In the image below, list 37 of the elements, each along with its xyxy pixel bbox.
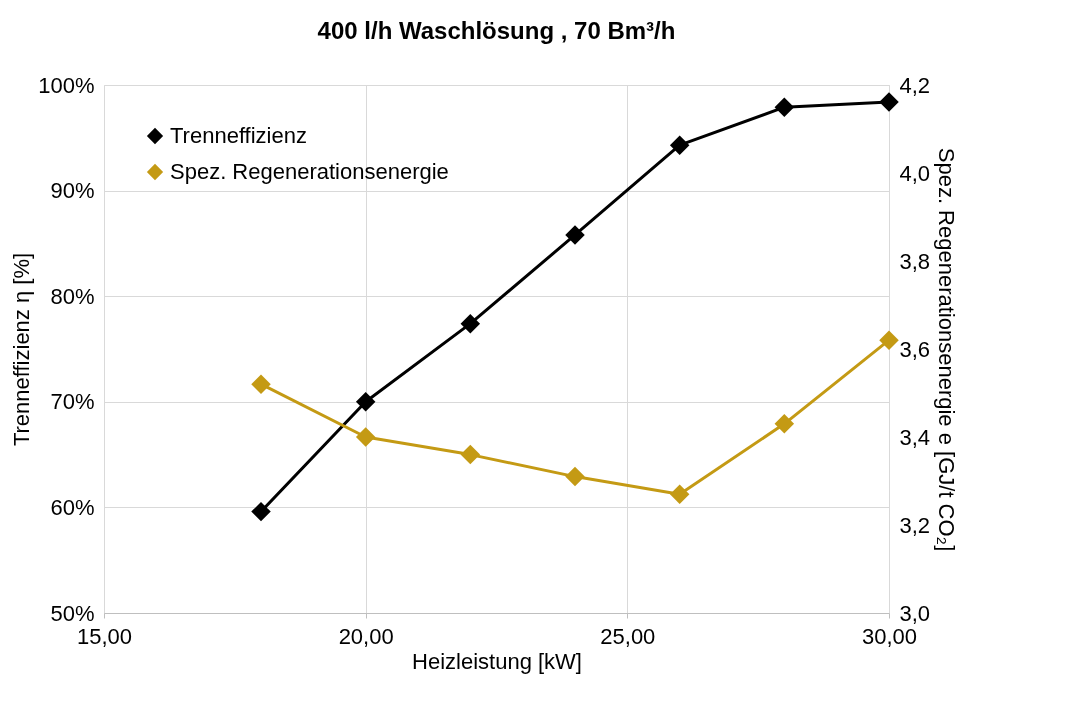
x-axis-title: Heizleistung [kW] — [412, 648, 582, 674]
y2-tick-label: 3,2 — [899, 512, 931, 538]
y-tick-label: 80% — [50, 283, 95, 309]
point — [251, 374, 271, 394]
y-axis-title: Trenneffizienz η [%] — [9, 252, 35, 447]
point — [669, 135, 690, 155]
y-tick-label: 70% — [50, 389, 95, 415]
y2-axis-title: Spez. Regenerationsenergie e [GJ/t CO₂] — [934, 147, 960, 552]
y-tick-label: 90% — [50, 178, 95, 204]
y-tick-label: 50% — [50, 600, 95, 626]
chart-title: 400 l/h Waschlösung , 70 Bm³/h — [317, 17, 676, 44]
point — [774, 97, 795, 117]
y2-tick-label: 3,0 — [899, 600, 931, 626]
point — [460, 313, 481, 334]
y2-tick-label: 3,8 — [899, 248, 931, 274]
x-tick-label: 20,00 — [338, 623, 394, 649]
y-tick-label: 100% — [38, 72, 95, 98]
legend-label: Spez. Regenerationsenergie — [170, 159, 449, 184]
point — [355, 392, 376, 412]
legend-label: Trenneffizienz — [170, 123, 307, 148]
point — [879, 330, 899, 350]
y2-tick-label: 4,2 — [899, 72, 931, 98]
point — [669, 484, 690, 504]
point — [879, 92, 899, 112]
y2-tick-label: 3,6 — [899, 336, 931, 362]
y2-tick-label: 4,0 — [899, 160, 931, 186]
point — [460, 444, 481, 465]
point — [565, 225, 585, 245]
point — [774, 414, 795, 434]
point — [355, 427, 376, 447]
y2-tick-label: 3,4 — [899, 424, 931, 450]
x-tick-label: 25,00 — [600, 623, 656, 649]
x-tick-label: 30,00 — [861, 623, 918, 649]
point — [251, 501, 271, 522]
point — [565, 466, 585, 487]
x-tick-label: 15,00 — [76, 623, 133, 649]
y-tick-label: 60% — [50, 494, 95, 520]
